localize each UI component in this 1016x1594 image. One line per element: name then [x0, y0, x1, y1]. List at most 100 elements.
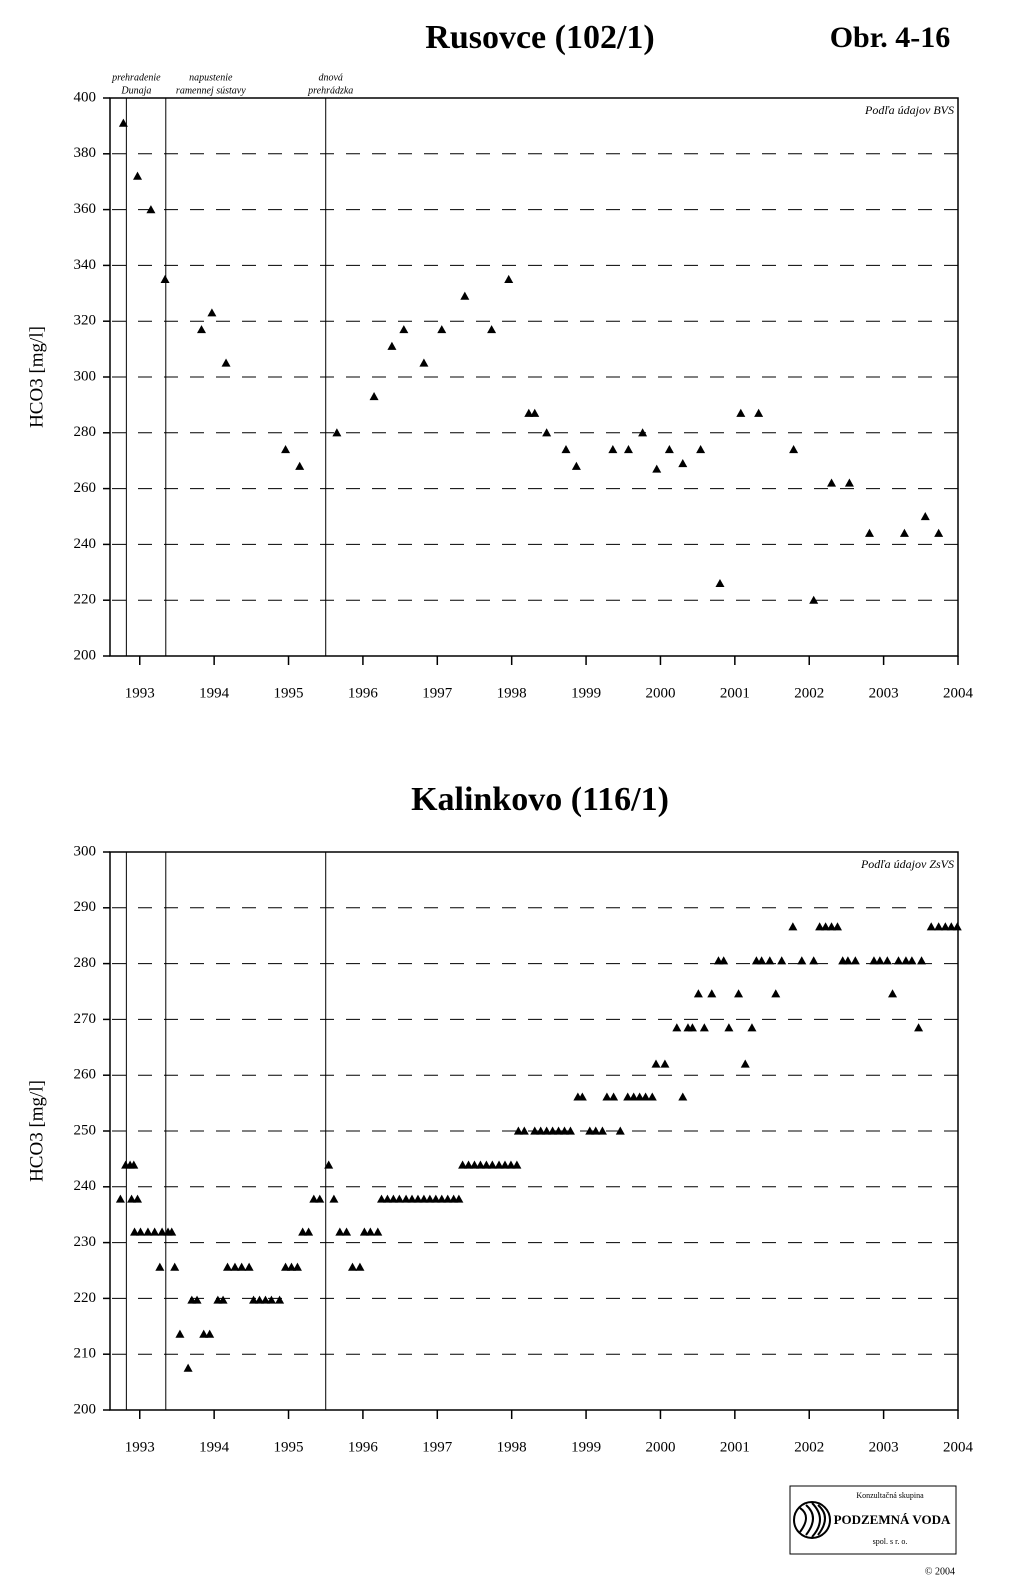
x-tick-label: 2002 — [794, 685, 824, 701]
data-point — [401, 1194, 411, 1203]
y-tick-label: 220 — [74, 1290, 97, 1306]
x-tick-label: 1995 — [274, 685, 304, 701]
data-point — [315, 1194, 325, 1203]
data-point — [329, 1194, 339, 1203]
x-tick-label: 2001 — [720, 685, 750, 701]
data-point — [715, 578, 725, 588]
event-label: dnová — [318, 72, 342, 83]
y-tick-label: 260 — [74, 1067, 97, 1083]
data-point — [506, 1160, 516, 1169]
data-point — [437, 1194, 447, 1203]
data-point — [175, 1329, 185, 1338]
data-point — [757, 956, 767, 965]
data-point — [559, 1126, 569, 1135]
data-point — [192, 1295, 202, 1304]
event-label: ramennej sústavy — [176, 85, 246, 96]
data-point — [926, 922, 936, 931]
data-point — [585, 1126, 595, 1135]
y-tick-label: 210 — [74, 1346, 97, 1362]
data-point — [660, 1059, 670, 1068]
data-point — [577, 1092, 587, 1101]
data-point — [500, 1160, 510, 1169]
data-point — [504, 274, 514, 283]
data-point — [832, 922, 842, 931]
data-point — [481, 1160, 491, 1169]
data-point — [295, 461, 305, 470]
data-point — [342, 1227, 352, 1236]
data-point — [623, 1092, 633, 1101]
figure-label: Obr. 4-16 — [830, 21, 951, 54]
data-point — [934, 528, 944, 537]
data-point — [150, 1227, 160, 1236]
y-axis-label: HCO3 [mg/l] — [26, 1080, 47, 1182]
data-point — [875, 956, 885, 965]
data-point — [407, 1194, 417, 1203]
x-tick-label: 1999 — [571, 685, 601, 701]
data-point — [487, 1160, 497, 1169]
logo-frame — [789, 1485, 957, 1555]
data-point — [629, 1092, 639, 1101]
y-tick-label: 230 — [74, 1234, 97, 1250]
data-point — [765, 956, 775, 965]
y-tick-label: 290 — [74, 899, 97, 915]
data-point — [127, 1194, 137, 1203]
data-point — [207, 308, 217, 317]
data-point — [135, 1227, 145, 1236]
x-tick-label: 2003 — [869, 1439, 899, 1455]
data-point — [542, 1126, 552, 1135]
data-point — [413, 1194, 423, 1203]
data-point — [230, 1262, 240, 1271]
logo-icon — [793, 1501, 831, 1539]
data-point — [635, 1092, 645, 1101]
y-tick-label: 300 — [74, 843, 97, 859]
data-point — [882, 956, 892, 965]
data-point — [469, 1160, 479, 1169]
chart: Kalinkovo (116/1) HCO3 [mg/l] Podľa údajov… — [26, 781, 973, 1456]
data-point — [281, 445, 291, 454]
x-tick-label: 2000 — [645, 685, 675, 701]
x-tick-label: 2004 — [943, 685, 974, 701]
chart-title: Kalinkovo (116/1) — [411, 781, 669, 818]
data-point — [425, 1194, 435, 1203]
data-point — [888, 989, 898, 998]
data-point — [373, 1227, 383, 1236]
data-point — [355, 1262, 365, 1271]
data-point — [431, 1194, 441, 1203]
x-tick-label: 1999 — [571, 1439, 601, 1455]
y-tick-label: 220 — [74, 592, 97, 608]
x-tick-label: 1995 — [274, 1439, 304, 1455]
data-point — [907, 956, 917, 965]
data-point — [707, 989, 717, 998]
event-label: prehrádzka — [307, 85, 353, 96]
logo-sub: spol. s r. o. — [873, 1537, 908, 1546]
data-point — [736, 408, 746, 417]
data-point — [940, 922, 950, 931]
data-point — [724, 1023, 734, 1032]
data-point — [332, 428, 342, 437]
data-point — [513, 1126, 523, 1135]
y-tick-label: 240 — [74, 536, 97, 552]
y-axis-label: HCO3 [mg/l] — [26, 326, 47, 428]
data-point — [458, 1160, 468, 1169]
data-point — [530, 408, 540, 417]
data-point — [309, 1194, 319, 1203]
data-point — [335, 1227, 345, 1236]
data-point — [530, 1126, 540, 1135]
data-point — [734, 989, 744, 998]
x-tick-label: 1997 — [422, 1439, 453, 1455]
event-label: napustenie — [189, 72, 233, 83]
x-tick-label: 1996 — [348, 1439, 379, 1455]
y-tick-label: 340 — [74, 257, 97, 273]
data-point — [487, 325, 497, 334]
data-point — [777, 956, 787, 965]
data-point — [609, 1092, 619, 1101]
data-point — [237, 1262, 247, 1271]
data-point — [615, 1126, 625, 1135]
data-point — [844, 478, 854, 487]
data-point — [160, 274, 170, 283]
y-tick-label: 250 — [74, 1122, 97, 1138]
data-point — [623, 445, 633, 454]
data-point — [548, 1126, 558, 1135]
data-point — [608, 445, 618, 454]
